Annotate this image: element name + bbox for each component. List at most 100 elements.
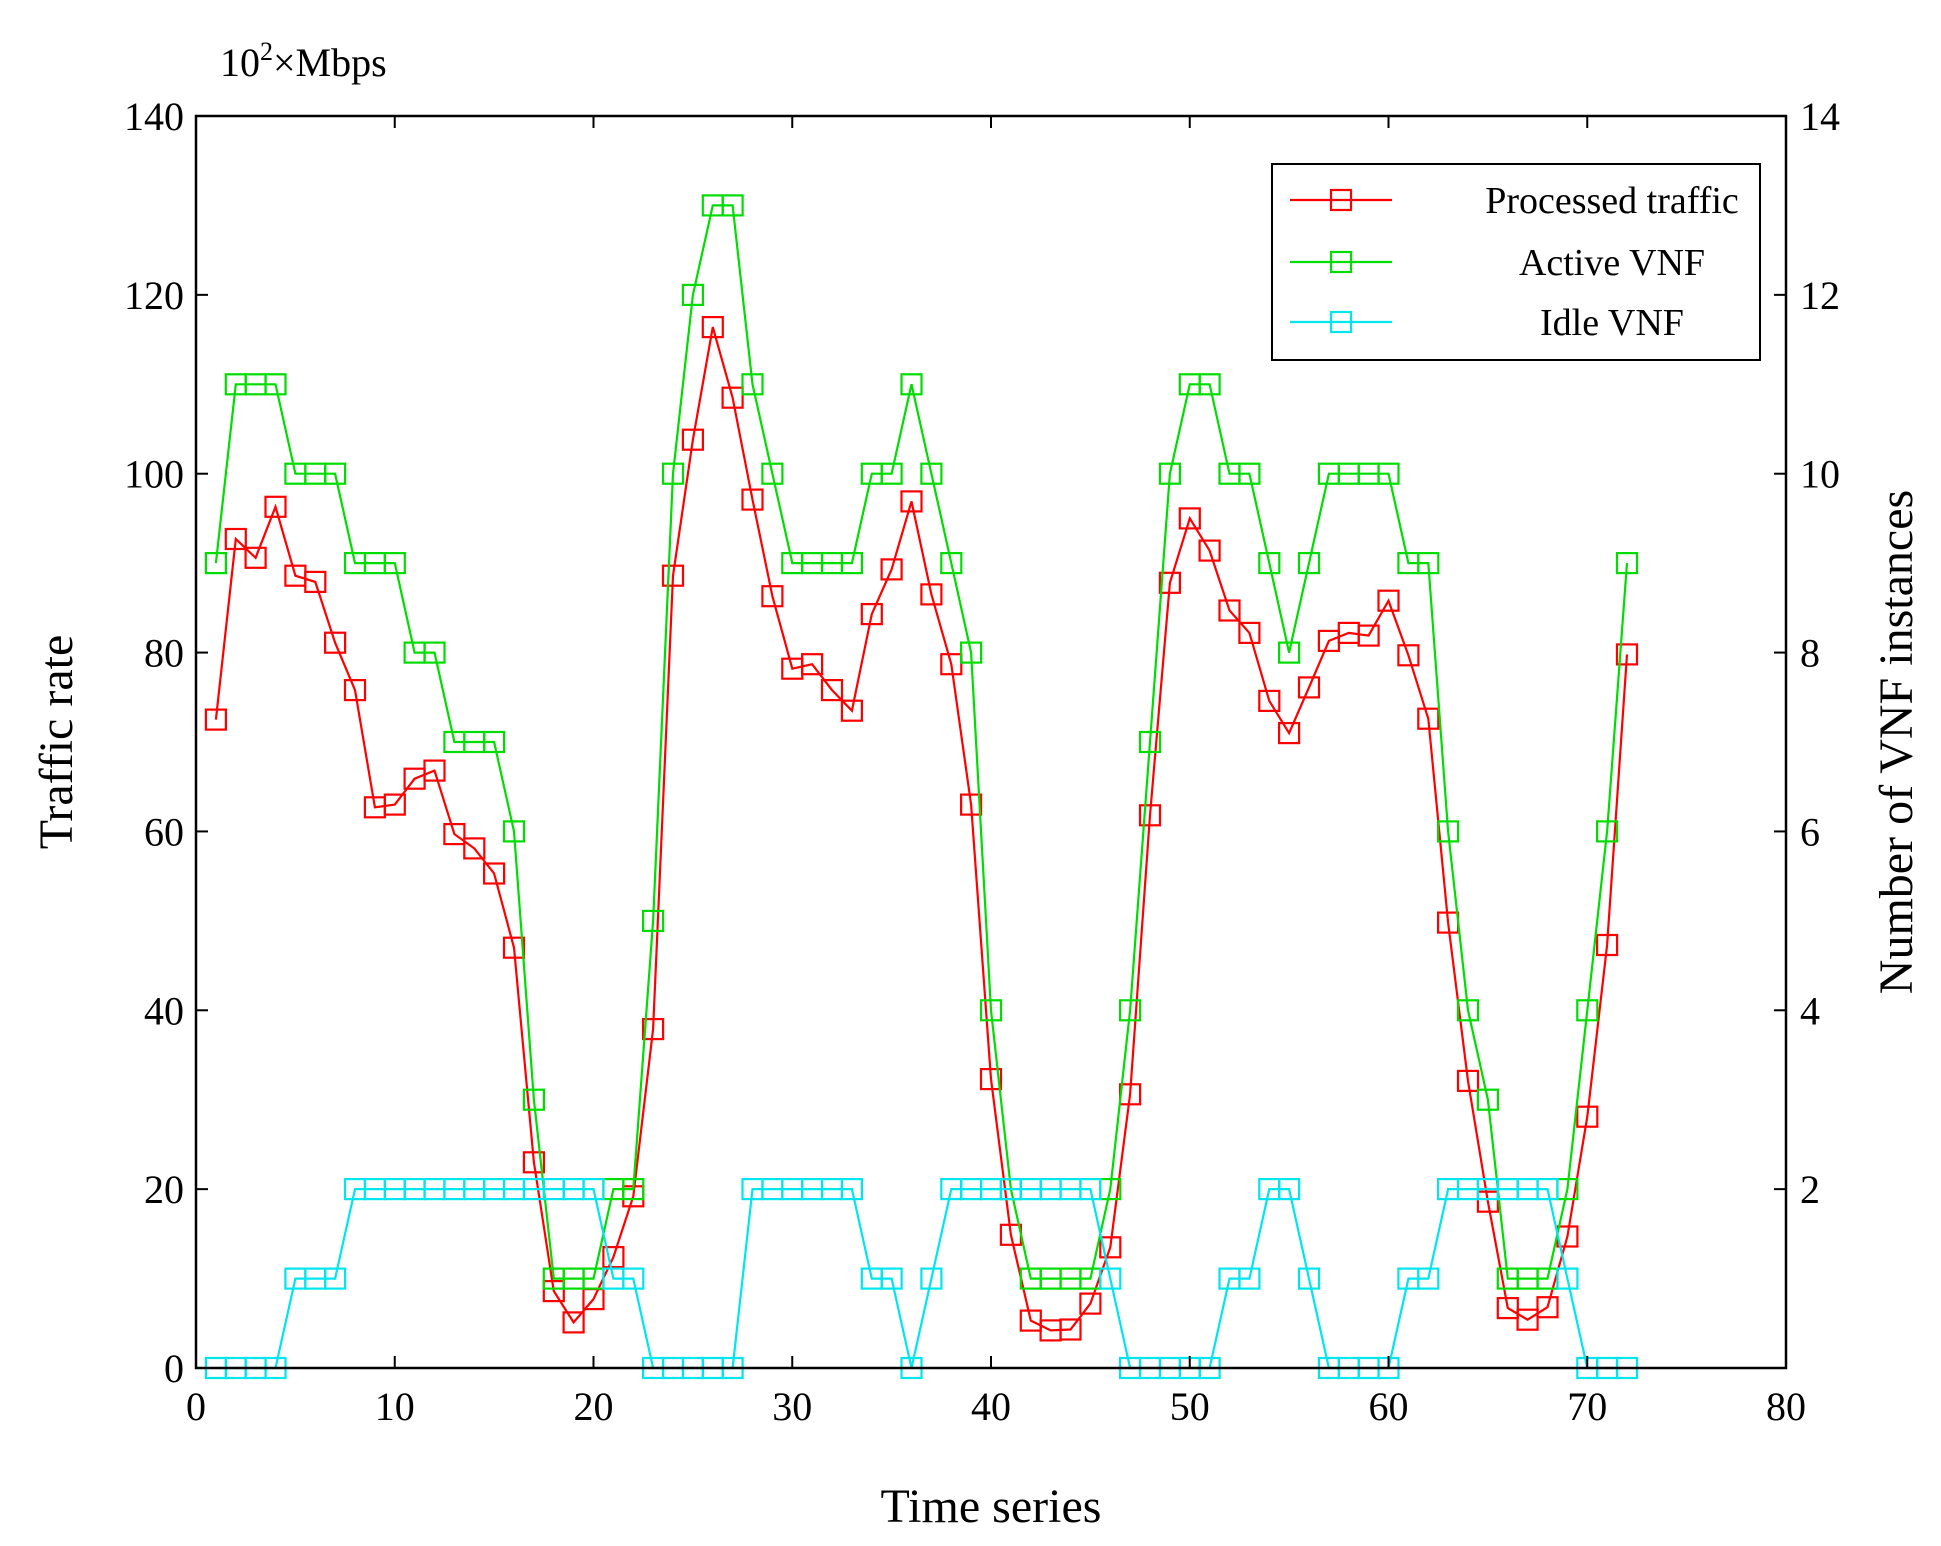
processed-traffic-point (324, 631, 347, 654)
processed-traffic-point (1277, 721, 1301, 745)
processed-traffic-point (423, 759, 446, 782)
active-vnf-point (1238, 462, 1261, 485)
x-axis-title: Time series (881, 1480, 1102, 1533)
processed-traffic-point (1079, 1292, 1102, 1315)
processed-traffic-point (343, 678, 367, 702)
processed-traffic-point (820, 678, 844, 702)
processed-traffic-point (840, 699, 864, 722)
processed-traffic-point (1417, 707, 1440, 730)
processed-traffic-point (1377, 589, 1400, 612)
idle-vnf-point (920, 1267, 943, 1290)
x-tick-label: 60 (1369, 1384, 1409, 1429)
processed-traffic-point (900, 490, 923, 513)
active-vnf-point (761, 462, 784, 485)
y-right-tick-label: 6 (1800, 809, 1820, 854)
y-left-tick-label: 0 (164, 1346, 184, 1391)
processed-traffic-point (721, 386, 744, 409)
idle-vnf-point (880, 1267, 903, 1290)
idle-vnf-point (324, 1267, 347, 1290)
processed-traffic-point (741, 488, 764, 511)
y-right-tick-label: 10 (1800, 452, 1840, 497)
idle-vnf-point (622, 1267, 645, 1290)
x-tick-label: 50 (1170, 1384, 1210, 1429)
processed-traffic-point (522, 1151, 546, 1174)
x-tick-label: 20 (574, 1384, 614, 1429)
active-vnf-point (721, 194, 744, 217)
processed-traffic-point (1138, 804, 1162, 827)
x-tick-label: 30 (772, 1384, 812, 1429)
processed-traffic-point (1595, 933, 1619, 957)
active-vnf-point (324, 462, 347, 485)
active-vnf-line (214, 204, 1629, 1280)
processed-traffic-point (1576, 1105, 1599, 1128)
idle-vnf-point (582, 1177, 605, 1201)
series-active-vnf (204, 194, 1639, 1290)
idle-vnf-point (840, 1177, 864, 1201)
active-vnf-point (1436, 820, 1460, 843)
y-right-tick-label: 14 (1800, 94, 1840, 139)
y-axis-title-left: Traffic rate (30, 635, 83, 850)
active-vnf-point (622, 1177, 645, 1201)
legend-label: Active VNF (1519, 242, 1705, 284)
active-vnf-point (940, 551, 963, 575)
active-vnf-point (522, 1088, 546, 1111)
processed-traffic-point (443, 822, 466, 846)
active-vnf-point (204, 551, 227, 575)
legend-swatch-marker (1329, 310, 1353, 334)
processed-traffic-point (1536, 1296, 1559, 1319)
processed-traffic-point (1297, 676, 1321, 699)
series-idle-vnf (204, 1177, 1639, 1380)
processed-traffic-point (542, 1279, 565, 1303)
processed-traffic-point (1178, 507, 1201, 530)
y-right-tick-label: 8 (1800, 631, 1820, 676)
idle-vnf-point (1556, 1267, 1579, 1290)
processed-traffic-point (1357, 624, 1380, 647)
active-vnf-point (920, 462, 943, 485)
processed-traffic-point (641, 1017, 665, 1041)
active-vnf-point (900, 373, 923, 396)
active-vnf-point (1158, 462, 1182, 485)
idle-vnf-point (1079, 1177, 1102, 1201)
y-left-tick-label: 20 (144, 1167, 184, 1212)
y-left-tick-label: 120 (124, 273, 184, 318)
processed-traffic-point (383, 793, 406, 816)
active-vnf-point (1615, 551, 1639, 575)
legend-entry-active-vnf: Active VNF (1290, 242, 1705, 284)
legend-swatch-marker (1329, 188, 1353, 212)
active-vnf-point (264, 373, 287, 396)
active-vnf-point (681, 283, 705, 306)
unit-label: 102×Mbps (220, 37, 387, 85)
processed-traffic-point (681, 428, 705, 451)
ticks-layer: 0 10 20 30 40 50 60 70 80 0 20 40 60 80 100 120 140 2 4 6 8 1… (124, 94, 1840, 1429)
active-vnf-point (1297, 551, 1321, 575)
processed-traffic-point (920, 583, 943, 606)
processed-traffic-point (701, 316, 724, 339)
processed-traffic-point (1099, 1236, 1122, 1259)
processed-traffic-point (860, 602, 883, 626)
active-vnf-point (383, 551, 406, 575)
processed-traffic-point (264, 495, 287, 518)
processed-traffic-point (880, 558, 903, 581)
x-tick-label: 40 (971, 1384, 1011, 1429)
legend-label: Idle VNF (1540, 302, 1684, 344)
processed-traffic-point (244, 546, 267, 569)
idle-vnf-point (1238, 1267, 1261, 1290)
processed-traffic-point (224, 527, 247, 551)
processed-traffic-point (1238, 621, 1261, 645)
processed-traffic-point (1615, 643, 1639, 666)
active-vnf-point (1118, 999, 1142, 1022)
active-vnf-point (959, 641, 983, 664)
y-right-tick-label: 2 (1800, 1167, 1820, 1212)
y-left-tick-label: 80 (144, 631, 184, 676)
active-vnf-point (1377, 462, 1400, 485)
active-vnf-point (1138, 730, 1162, 754)
active-vnf-point (741, 373, 764, 396)
processed-traffic-point (502, 936, 526, 959)
processed-traffic-point (979, 1067, 1003, 1091)
legend-entries: Processed traffic Active VNF Idle VNF (1290, 180, 1739, 344)
processed-traffic-point (483, 862, 506, 885)
processed-traffic-point (761, 585, 784, 608)
legend-swatch-marker (1329, 250, 1353, 274)
processed-traffic-point (1158, 571, 1182, 594)
active-vnf-point (1198, 373, 1221, 396)
